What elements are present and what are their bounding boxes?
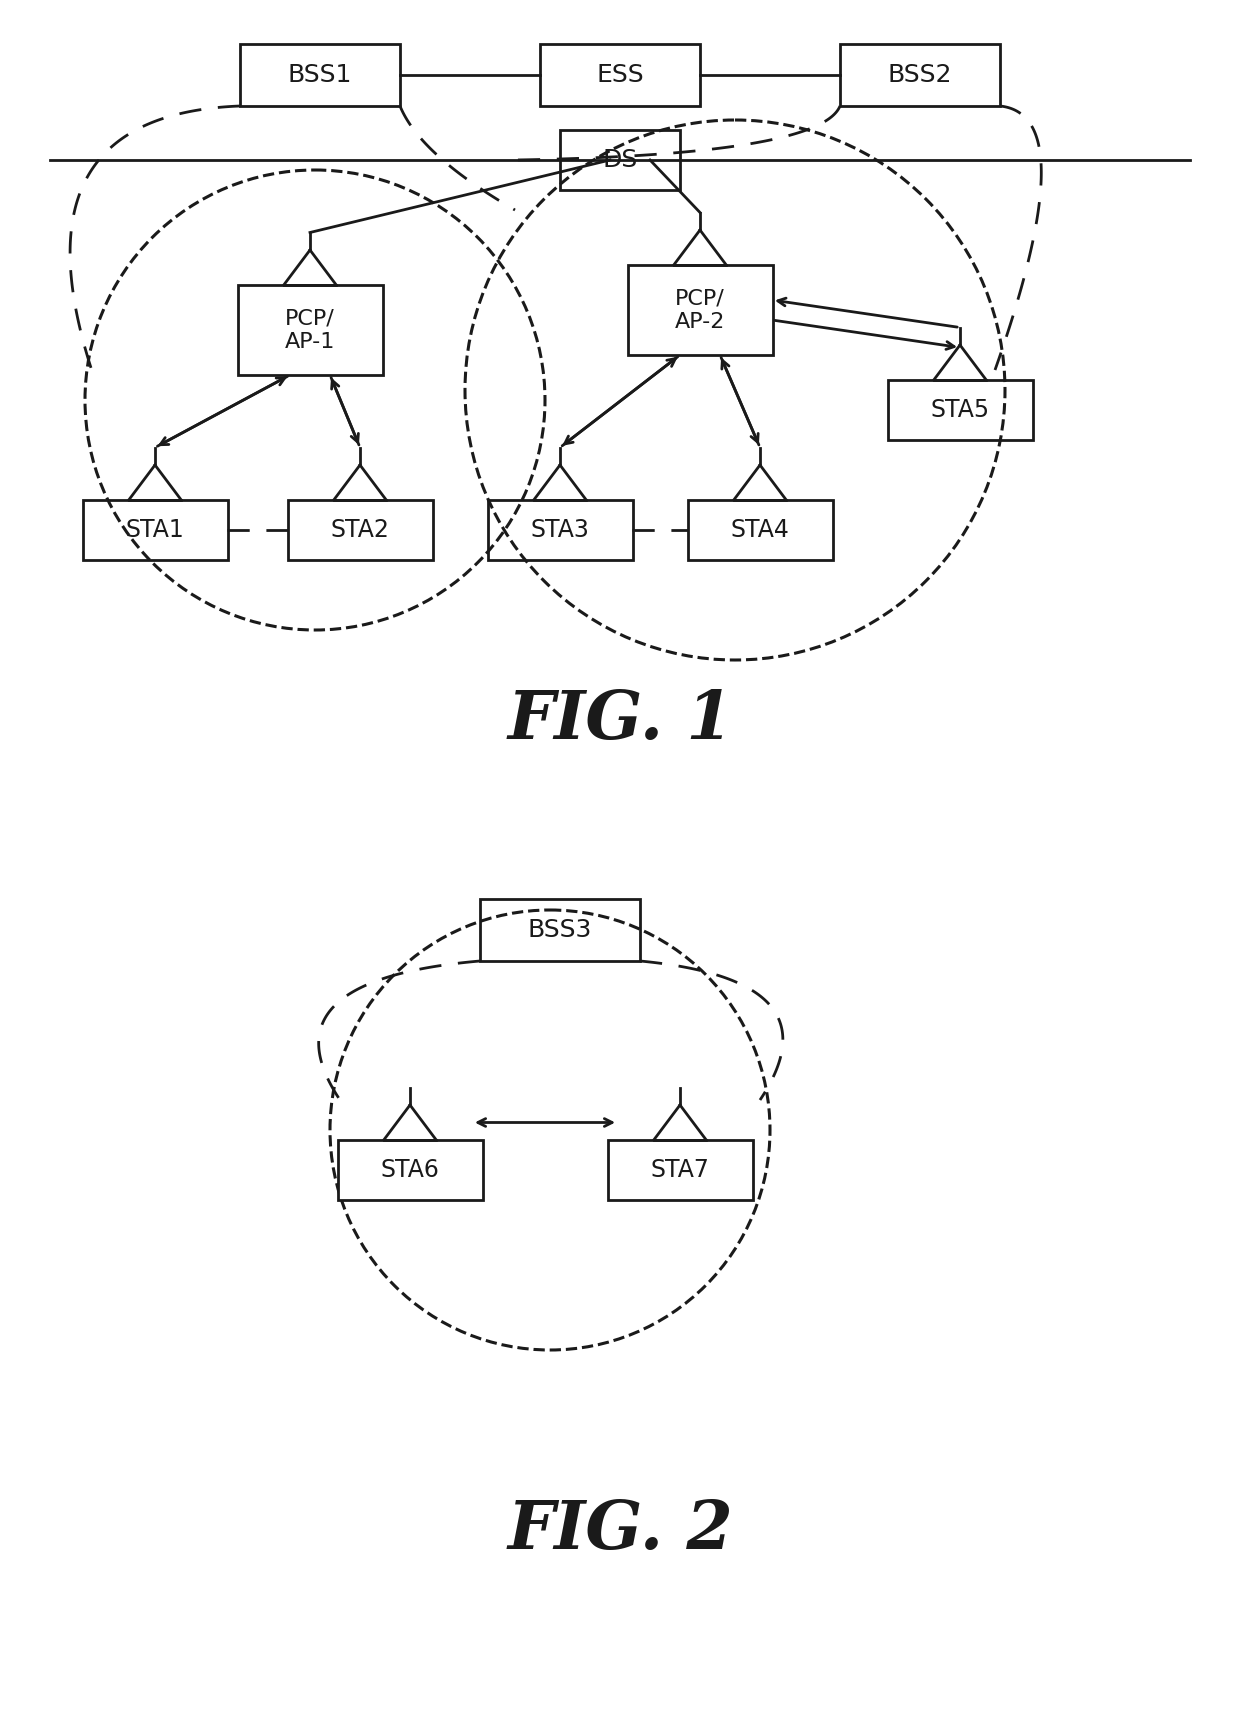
- Text: STA4: STA4: [730, 517, 790, 541]
- Bar: [337, 1140, 482, 1200]
- Bar: [238, 285, 382, 375]
- Bar: [288, 500, 433, 560]
- Text: FIG. 2: FIG. 2: [507, 1497, 733, 1563]
- Text: FIG. 1: FIG. 1: [507, 688, 733, 753]
- Bar: [539, 45, 701, 107]
- Text: ESS: ESS: [596, 64, 644, 88]
- Bar: [83, 500, 227, 560]
- Text: STA2: STA2: [331, 517, 389, 541]
- Text: STA7: STA7: [651, 1159, 709, 1183]
- Bar: [480, 899, 640, 961]
- Text: BSS2: BSS2: [888, 64, 952, 88]
- Text: DS: DS: [603, 148, 637, 172]
- Bar: [487, 500, 632, 560]
- Bar: [888, 380, 1033, 440]
- Bar: [560, 131, 680, 191]
- Text: STA6: STA6: [381, 1159, 439, 1183]
- Text: STA1: STA1: [125, 517, 185, 541]
- Bar: [687, 500, 832, 560]
- Text: STA3: STA3: [531, 517, 589, 541]
- Text: BSS3: BSS3: [528, 918, 593, 942]
- Bar: [608, 1140, 753, 1200]
- Text: BSS1: BSS1: [288, 64, 352, 88]
- Text: PCP/
AP-2: PCP/ AP-2: [675, 289, 725, 332]
- Bar: [839, 45, 999, 107]
- Bar: [627, 265, 773, 356]
- Text: PCP/
AP-1: PCP/ AP-1: [285, 308, 335, 352]
- Text: STA5: STA5: [930, 399, 990, 421]
- Bar: [241, 45, 401, 107]
